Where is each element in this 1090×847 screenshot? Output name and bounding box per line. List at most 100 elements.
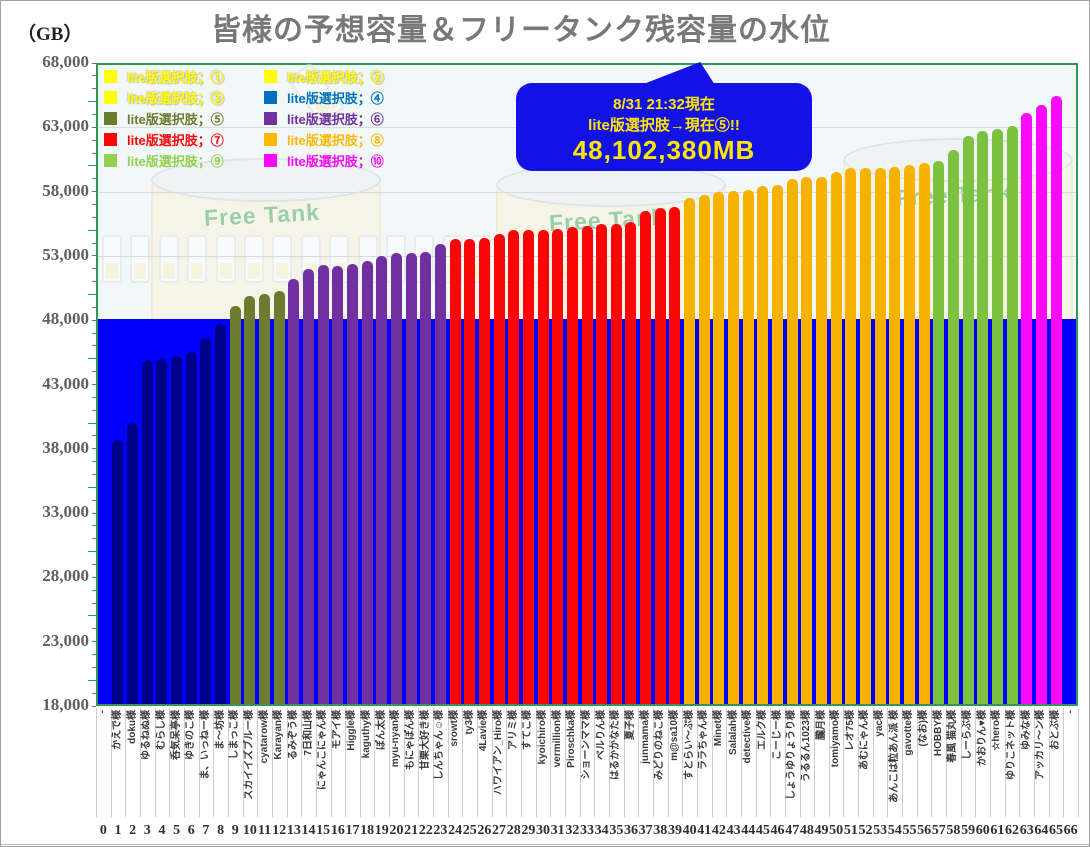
x-label-separator (638, 708, 640, 817)
x-label-separator (139, 708, 141, 817)
y-axis-tick (92, 88, 96, 90)
bar (434, 244, 446, 704)
x-index-label: 10 (242, 823, 257, 838)
x-index-label: 43 (726, 823, 741, 838)
legend-label: lite版選択肢；③ (127, 90, 224, 106)
x-index-label: 26 (477, 823, 492, 838)
x-category-label: ショーンママ様 (581, 710, 592, 780)
x-label-separator (1063, 708, 1065, 817)
x-index-label: 30 (536, 823, 551, 838)
x-category-label: detective様 (742, 710, 754, 764)
phone-screen (276, 263, 289, 279)
x-label-separator (433, 708, 435, 817)
y-tick-label: 18,000 (42, 695, 89, 714)
x-index-label: 62 (1005, 823, 1020, 838)
bar (757, 186, 769, 704)
phone-screen (162, 263, 175, 279)
phone-icon (272, 235, 293, 283)
x-label-separator (990, 708, 992, 817)
x-index-label: 7 (202, 823, 210, 838)
x-category-label: ま～坊様 (214, 710, 226, 750)
x-category-label: もにゃぽん様 (405, 710, 417, 770)
x-index-label: 37 (638, 823, 653, 838)
bar (405, 253, 417, 704)
x-index-label: 8 (217, 823, 225, 838)
x-index-label: 12 (272, 823, 287, 838)
x-index-label: 1 (114, 823, 122, 838)
x-category-label: doku様 (126, 710, 138, 744)
x-index-label: 48 (799, 823, 814, 838)
x-category-label: 呑気呆亭様 (170, 710, 182, 760)
legend-item: lite版選択肢；⑦ (104, 132, 264, 148)
legend-item: lite版選択肢；③ (104, 90, 264, 106)
x-category-label: tomiyamo様 (830, 710, 842, 768)
x-category-label: ぽん太様 (375, 710, 387, 750)
x-category-label: ゆるねぬ様 (141, 710, 153, 760)
legend-swatch (264, 69, 277, 83)
x-category-label: HOBBY様 (932, 710, 944, 757)
y-axis-tick (88, 101, 96, 103)
x-index-label: 42 (711, 823, 726, 838)
x-label-separator (506, 708, 508, 817)
x-category-label: うるるん1023様 (800, 710, 812, 783)
x-label-separator (814, 708, 816, 817)
legend-item: lite版選択肢；⑤ (104, 111, 264, 127)
x-index-label: 41 (697, 823, 712, 838)
y-tick-label: 23,000 (42, 630, 89, 650)
bar (801, 177, 813, 704)
bar (390, 253, 402, 704)
x-category-label: (なお)様 (918, 710, 930, 747)
y-axis-tick (88, 229, 96, 231)
legend-label: lite版選択肢；② (287, 69, 384, 85)
x-index-label: 63 (1019, 823, 1034, 838)
x-label-separator (608, 708, 610, 817)
x-category-label: ハワイアン_Hiro様 (493, 710, 505, 796)
x-category-label: すてこ様 (522, 710, 534, 751)
x-category-label: みどりのねこ様 (654, 710, 666, 780)
y-axis-tick (92, 576, 96, 578)
x-index-label: 38 (653, 823, 668, 838)
y-axis-tick (88, 293, 96, 295)
bar (991, 128, 1003, 704)
x-index-label: 24 (448, 823, 463, 838)
bar (127, 423, 139, 704)
legend-swatch (104, 132, 117, 146)
bar (933, 161, 945, 704)
y-tick-label: 28,000 (42, 566, 89, 586)
x-category-label: Minet様 (712, 710, 724, 747)
x-index-label: 22 (418, 823, 433, 838)
bar (464, 239, 476, 704)
x-label-separator (330, 708, 332, 817)
y-axis-tick (92, 654, 96, 656)
x-label-separator (770, 708, 772, 817)
x-category-label: かおりん♥様 (976, 710, 988, 766)
legend: lite版選択肢；① lite版選択肢；② lite版選択肢；③ lite版選択肢；④… (104, 69, 454, 169)
legend-item: lite版選択肢；② (264, 69, 454, 85)
x-label-separator (535, 708, 537, 817)
y-axis-tick (88, 679, 96, 681)
x-label-separator (242, 708, 244, 817)
x-label-separator (301, 708, 303, 817)
y-axis-tick (92, 448, 96, 450)
y-axis-tick (92, 203, 96, 205)
x-category-label: しーらぶ様 (962, 710, 974, 760)
legend-swatch (264, 153, 277, 167)
x-label-separator (213, 708, 215, 817)
bar (1006, 126, 1018, 704)
bar (684, 198, 696, 704)
x-index-label: 52 (858, 823, 873, 838)
bar (449, 239, 461, 704)
y-axis-tick (92, 268, 96, 270)
legend-item: lite版選択肢；⑥ (264, 111, 454, 127)
x-category-label: Salalah様 (727, 710, 739, 756)
x-label-separator (946, 708, 948, 817)
x-index-label: 15 (316, 823, 331, 838)
x-label-separator (828, 708, 830, 817)
bar (903, 164, 915, 704)
x-index-label: 54 (887, 823, 902, 838)
bar (713, 191, 725, 704)
bar (610, 223, 622, 704)
y-axis-tick (92, 538, 96, 540)
legend-item: lite版選択肢；④ (264, 90, 454, 106)
x-category-label: しまっこ様 (229, 710, 241, 760)
